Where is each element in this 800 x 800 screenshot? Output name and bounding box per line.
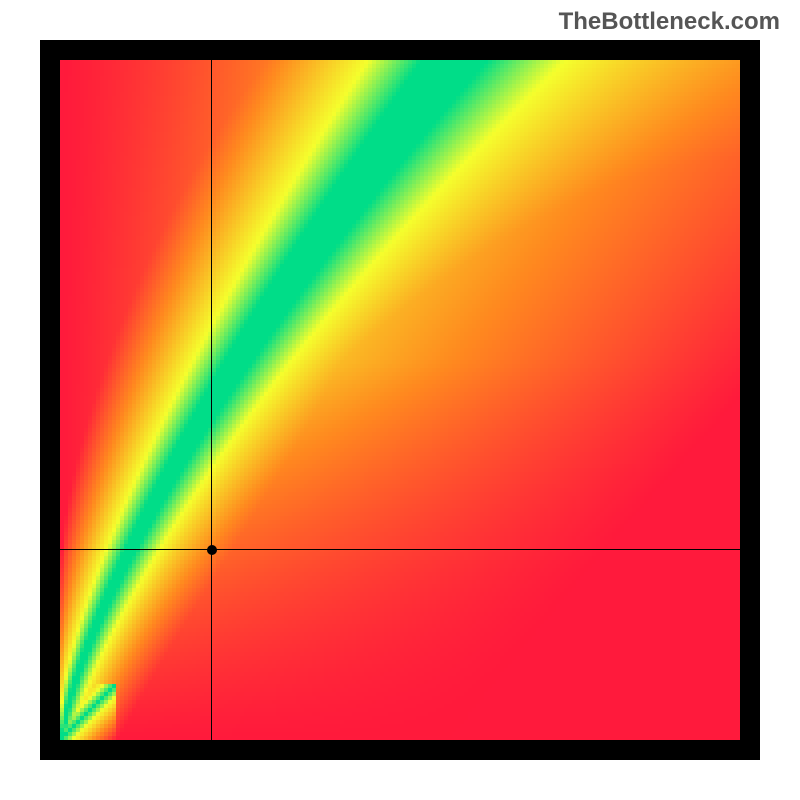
- heatmap-canvas: [60, 60, 740, 740]
- heatmap-chart: [40, 40, 760, 760]
- crosshair-dot: [207, 545, 217, 555]
- crosshair-horizontal: [60, 549, 740, 550]
- watermark-text: TheBottleneck.com: [559, 8, 780, 36]
- crosshair-vertical: [211, 60, 212, 740]
